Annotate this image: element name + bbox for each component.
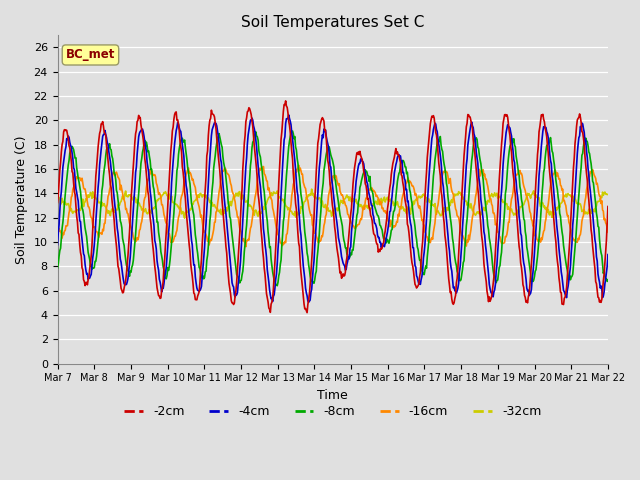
X-axis label: Time: Time <box>317 389 348 402</box>
Legend: -2cm, -4cm, -8cm, -16cm, -32cm: -2cm, -4cm, -8cm, -16cm, -32cm <box>119 400 547 423</box>
Y-axis label: Soil Temperature (C): Soil Temperature (C) <box>15 135 28 264</box>
Text: BC_met: BC_met <box>66 48 115 61</box>
Title: Soil Temperatures Set C: Soil Temperatures Set C <box>241 15 424 30</box>
